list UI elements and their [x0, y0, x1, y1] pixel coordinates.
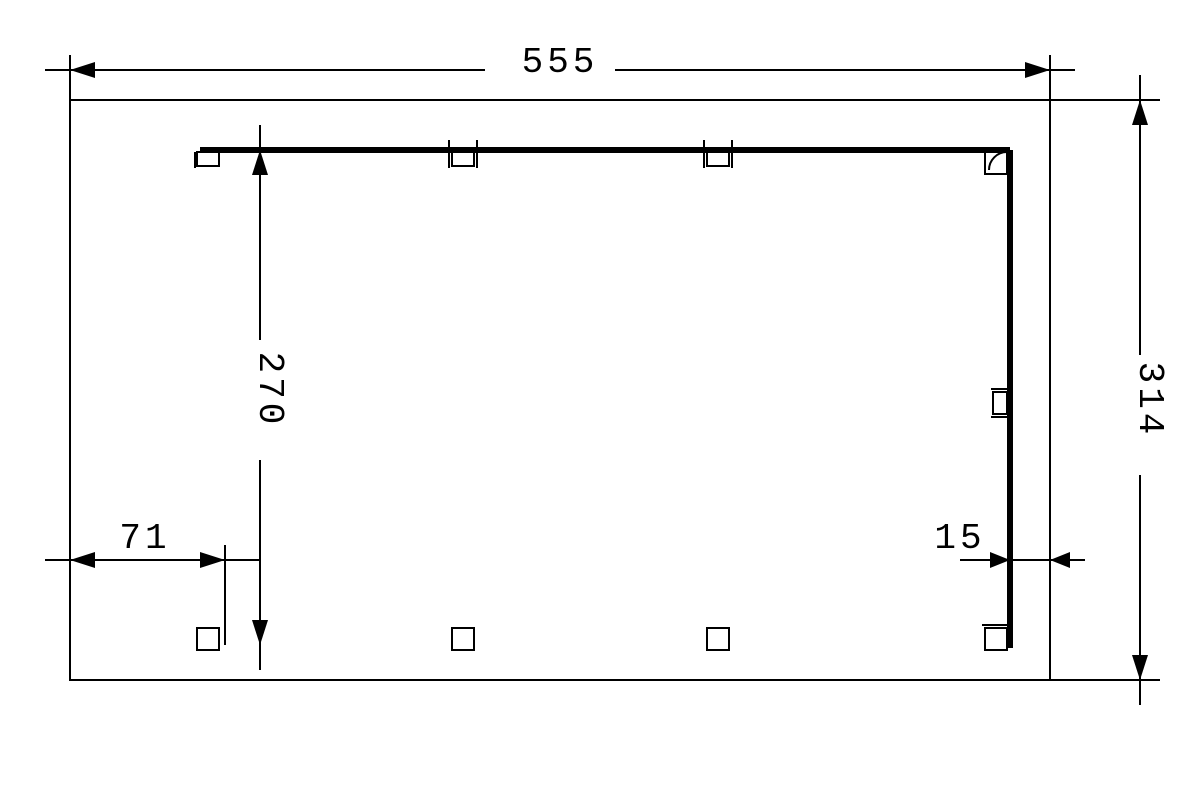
post-bottom-1 [197, 628, 219, 650]
post-top-3 [704, 140, 732, 168]
post-top-1 [195, 152, 219, 168]
top-posts [195, 140, 1007, 174]
dim-inner-vert: 270 [225, 125, 295, 670]
post-bottom-3 [707, 628, 729, 650]
dim-right15-label: 15 [934, 518, 985, 559]
dim-right: 314 [1050, 75, 1170, 705]
post-top-4 [985, 152, 1007, 174]
post-top-2 [449, 140, 477, 168]
post-bottom-2 [452, 628, 474, 650]
dim-top: 555 [45, 40, 1075, 100]
technical-drawing: 555 314 270 71 [0, 0, 1200, 800]
bottom-posts [197, 625, 1010, 650]
dim-left71-label: 71 [119, 518, 170, 559]
post-bottom-4 [982, 625, 1010, 650]
dim-right-label: 314 [1129, 362, 1170, 439]
dim-inner-label: 270 [249, 352, 290, 429]
post-right-mid [991, 389, 1010, 417]
outer-boundary [70, 100, 1050, 680]
dim-left-offset: 71 [45, 518, 260, 645]
dim-top-label: 555 [522, 42, 599, 83]
